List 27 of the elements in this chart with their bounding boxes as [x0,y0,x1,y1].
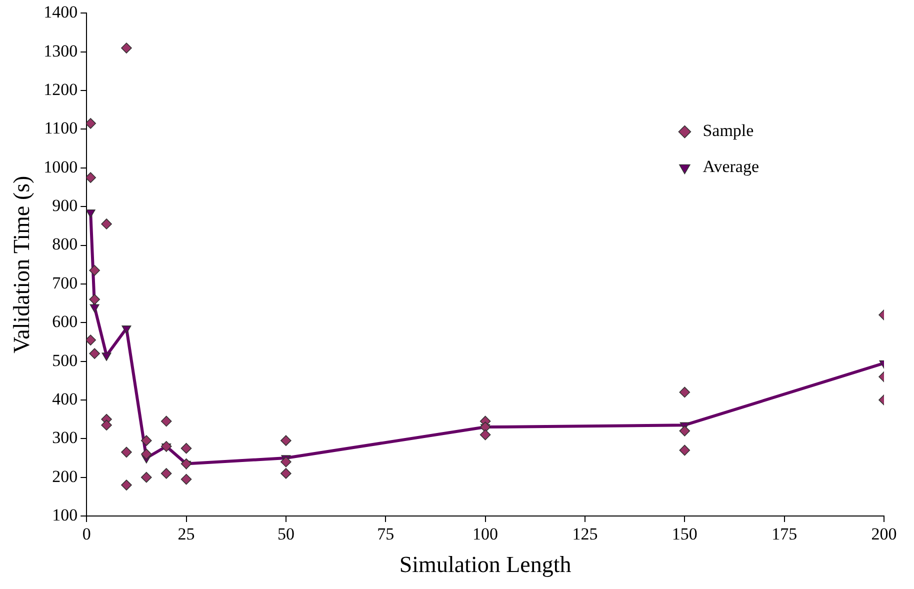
x-axis-title: Simulation Length [399,552,572,578]
y-tick-label: 300 [52,428,78,448]
y-tick-label: 1400 [44,2,78,22]
y-tick-label: 400 [52,389,78,408]
y-tick-label: 200 [52,466,78,486]
y-tick-label: 1100 [44,118,78,138]
x-tick-label: 175 [772,524,798,544]
y-tick-label: 100 [52,505,78,524]
y-tick-label: 1300 [44,41,78,60]
legend-label: Average [702,157,760,176]
y-tick-label: 700 [52,273,78,292]
x-tick-label: 75 [377,524,394,544]
y-tick-label: 1000 [44,157,78,176]
y-tick-label: 600 [52,312,78,332]
x-tick-label: 25 [178,524,195,544]
y-tick-label: 500 [52,350,78,370]
y-tick-label: 1200 [44,80,78,100]
x-tick-label: 100 [472,524,498,544]
y-axis-title: Validation Time (s) [8,176,34,354]
legend-label: Sample [702,121,754,140]
y-tick-label: 800 [52,234,78,254]
x-tick-label: 150 [672,524,698,544]
x-tick-label: 125 [572,524,598,544]
y-tick-label: 900 [52,196,78,216]
x-tick-label: 200 [871,524,897,544]
x-tick-label: 50 [277,524,294,544]
x-tick-label: 0 [82,524,91,544]
